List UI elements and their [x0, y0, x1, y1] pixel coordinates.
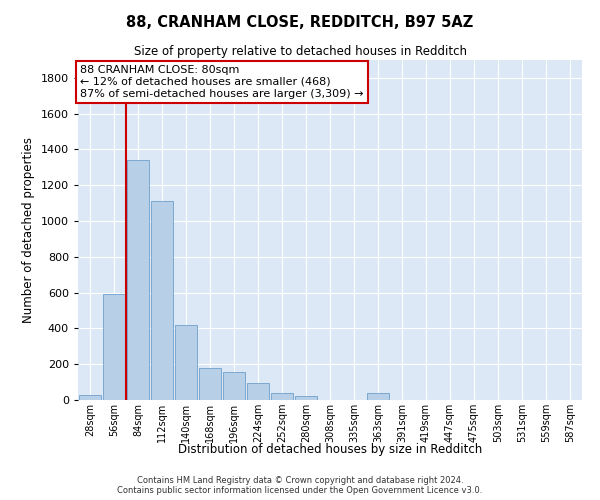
Bar: [247, 383, 269, 400]
Bar: [103, 294, 125, 400]
Bar: [295, 396, 317, 400]
Bar: [271, 393, 293, 400]
Bar: [367, 393, 389, 400]
Bar: [175, 325, 197, 400]
Bar: [127, 160, 149, 400]
Bar: [223, 372, 245, 400]
Text: Distribution of detached houses by size in Redditch: Distribution of detached houses by size …: [178, 442, 482, 456]
Text: 88 CRANHAM CLOSE: 80sqm
← 12% of detached houses are smaller (468)
87% of semi-d: 88 CRANHAM CLOSE: 80sqm ← 12% of detache…: [80, 66, 364, 98]
Bar: [151, 202, 173, 400]
Text: 88, CRANHAM CLOSE, REDDITCH, B97 5AZ: 88, CRANHAM CLOSE, REDDITCH, B97 5AZ: [127, 15, 473, 30]
Text: Size of property relative to detached houses in Redditch: Size of property relative to detached ho…: [133, 45, 467, 58]
Bar: [199, 368, 221, 400]
Text: Contains HM Land Registry data © Crown copyright and database right 2024.
Contai: Contains HM Land Registry data © Crown c…: [118, 476, 482, 495]
Y-axis label: Number of detached properties: Number of detached properties: [22, 137, 35, 323]
Bar: [79, 394, 101, 400]
